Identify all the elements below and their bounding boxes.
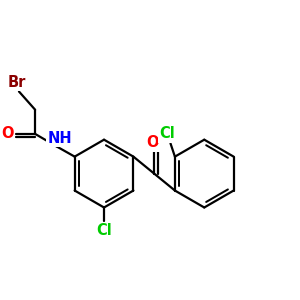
Text: Br: Br: [8, 74, 26, 89]
Text: O: O: [2, 126, 14, 141]
Text: Cl: Cl: [96, 223, 112, 238]
Text: O: O: [146, 135, 159, 150]
Text: Cl: Cl: [159, 126, 175, 141]
Text: NH: NH: [48, 130, 72, 146]
